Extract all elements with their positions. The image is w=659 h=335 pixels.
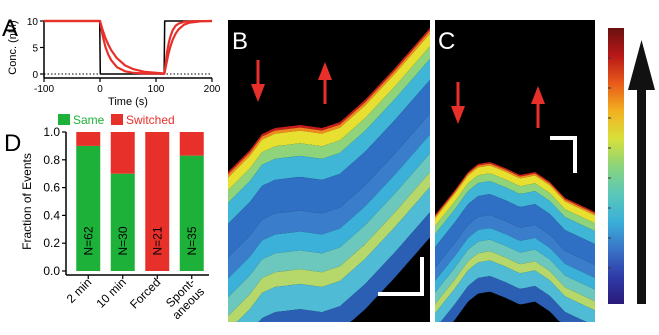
kymograph-c-arrows bbox=[451, 82, 545, 128]
panel-a-x-tick-label: 100 bbox=[148, 84, 165, 95]
colorbar-ticks bbox=[608, 57, 611, 269]
kymograph-b-up-arrow-icon-shaft bbox=[323, 76, 327, 104]
panel-d-legend-swatch-same bbox=[58, 114, 70, 125]
panel-d-bar-switched bbox=[179, 132, 204, 156]
panel-d-category-label: Forced bbox=[127, 275, 163, 311]
panel-d-bar-n-label: N=62 bbox=[81, 226, 95, 255]
panel-d-category-label: Spont-aneous bbox=[160, 275, 207, 322]
kymograph-c-band-7 bbox=[435, 228, 595, 293]
kymograph-b-scale-bar bbox=[378, 257, 424, 296]
panel-b: B bbox=[228, 20, 430, 322]
kymograph-b-up-arrow-icon-head bbox=[318, 62, 332, 80]
kymograph-c-band-5 bbox=[435, 194, 595, 268]
kymograph-b-band-11 bbox=[228, 212, 430, 322]
panel-d-legend-label-switched: Switched bbox=[126, 113, 175, 127]
panel-d-bar-switched bbox=[110, 132, 135, 174]
panel-d-bar-same bbox=[179, 155, 204, 271]
panel-a-x-tick-label: 0 bbox=[97, 84, 103, 95]
panel-d-bars: N=62 2 min N=30 10 min N=21 Forced N=35 Spont-a… bbox=[64, 132, 207, 322]
panel-d-y-tick-label: 0.2 bbox=[43, 236, 60, 250]
panel-d-axes: 0.0 0.2 0.4 0.6 0.8 1.0 bbox=[43, 125, 209, 279]
kymograph-b-down-arrow-icon-shaft bbox=[256, 60, 260, 88]
panel-d-y-tick-label: 0.0 bbox=[43, 264, 60, 278]
colorbar bbox=[608, 28, 655, 304]
panel-d-bar-n-label: N=30 bbox=[116, 226, 130, 255]
panel-d-y-axis-label: Fraction of Events bbox=[20, 153, 34, 250]
panel-c: C bbox=[435, 20, 595, 322]
kymograph-c-up-arrow-icon-head bbox=[531, 86, 545, 104]
panel-d-y-tick-label: 0.6 bbox=[43, 181, 60, 195]
panel-a: A 0 5 10 -100 0 100 200 Conc. (nM) Time (s) bbox=[2, 15, 221, 108]
kymograph-c-band-9 bbox=[435, 251, 595, 314]
kymograph-c bbox=[435, 162, 595, 322]
panel-a-x-tick-label: 200 bbox=[204, 84, 221, 95]
kymograph-c-band-2 bbox=[435, 165, 595, 227]
kymograph-c-band-11 bbox=[435, 276, 595, 322]
panel-d-legend-swatch-switched bbox=[111, 114, 123, 125]
panel-a-y-tick-label: 0 bbox=[32, 70, 38, 81]
panel-d-category-label: 2 min bbox=[64, 275, 95, 306]
panel-b-label: B bbox=[232, 28, 248, 55]
panel-a-y-tick-label: 5 bbox=[32, 44, 38, 55]
panel-d-legend-label-same: Same bbox=[73, 113, 105, 127]
panel-c-label: C bbox=[438, 28, 455, 55]
panel-d-bar-n-label: N=35 bbox=[185, 226, 199, 255]
kymograph-c-band-0 bbox=[435, 162, 595, 217]
panel-d-legend: Same Switched bbox=[58, 113, 175, 127]
panel-d-bar-switched bbox=[76, 132, 101, 146]
kymograph-c-up-arrow-icon-shaft bbox=[536, 100, 540, 128]
panel-d-y-tick-label: 0.4 bbox=[43, 208, 60, 222]
kymograph-b-band-9 bbox=[228, 172, 430, 322]
kymograph-c-band-4 bbox=[435, 181, 595, 248]
kymograph-c-band-6 bbox=[435, 215, 595, 281]
panel-d-bar-same bbox=[110, 173, 135, 271]
panel-a-y-tick-label: 10 bbox=[27, 17, 39, 28]
panel-a-series bbox=[44, 19, 213, 75]
kymograph-c-scale-bar bbox=[550, 136, 577, 173]
panel-d-category-label: 10 min bbox=[93, 275, 128, 310]
panel-d-label: D bbox=[4, 130, 21, 157]
kymograph-c-band-1 bbox=[435, 163, 595, 219]
kymograph-c-band-10 bbox=[435, 260, 595, 322]
kymograph-c-band-8 bbox=[435, 239, 595, 305]
colorbar-up-arrow-icon bbox=[628, 40, 655, 304]
kymograph-b-band-10 bbox=[228, 187, 430, 322]
panel-d-bar-same bbox=[76, 145, 101, 271]
panel-a-y-axis-label: Conc. (nM) bbox=[7, 20, 19, 74]
panel-a-response-line bbox=[44, 19, 213, 75]
panel-d-y-tick-label: 1.0 bbox=[43, 125, 60, 139]
kymograph-b-down-arrow-icon-head bbox=[251, 84, 265, 102]
panel-a-label: A bbox=[2, 15, 18, 42]
panel-d-bar-switched bbox=[145, 132, 170, 271]
panel-a-axes: 0 5 10 -100 0 100 200 bbox=[27, 17, 221, 95]
colorbar-gradient bbox=[608, 28, 624, 304]
panel-d: D Same Switched 0.0 0.2 0.4 0.6 0.8 1.0 N=62 2 … bbox=[4, 113, 209, 322]
panel-d-y-tick-label: 0.8 bbox=[43, 153, 60, 167]
panel-d-bar-n-label: N=21 bbox=[150, 226, 164, 255]
kymograph-b bbox=[228, 28, 430, 322]
kymograph-c-down-arrow-icon-head bbox=[451, 106, 465, 124]
kymograph-c-band-3 bbox=[435, 173, 595, 235]
kymograph-c-down-arrow-icon-shaft bbox=[456, 82, 460, 110]
kymograph-b-arrows bbox=[251, 60, 332, 104]
panel-a-x-axis-label: Time (s) bbox=[108, 96, 148, 108]
panel-a-x-tick-label: -100 bbox=[34, 84, 54, 95]
